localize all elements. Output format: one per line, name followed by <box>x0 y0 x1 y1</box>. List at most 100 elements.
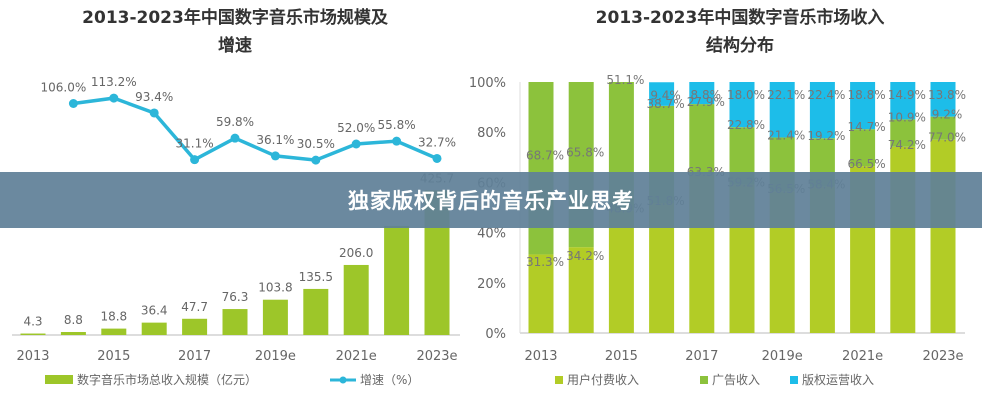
legend-swatch-revenue <box>45 375 73 384</box>
stacked-value-label: 22.8% <box>727 118 765 132</box>
growth-label: 106.0% <box>41 81 87 95</box>
growth-point <box>351 139 361 149</box>
stacked-bar-segment <box>930 82 956 117</box>
legend-label: 版权运营收入 <box>802 373 874 387</box>
left-x-tick: 2015 <box>97 349 130 364</box>
stacked-bar-segment <box>809 82 835 139</box>
left-bar <box>141 322 167 335</box>
left-x-tick: 2019e <box>255 349 296 364</box>
left-title-line2: 增速 <box>218 36 252 56</box>
right-title-line2: 结构分布 <box>706 36 774 56</box>
stacked-bar-segment <box>689 104 715 175</box>
growth-label: 36.1% <box>256 133 294 147</box>
legend-swatch <box>555 376 563 384</box>
banner-text: 独家版权背后的音乐产业思考 <box>348 189 634 213</box>
left-title-line1: 2013-2023年中国数字音乐市场规模及 <box>82 8 388 28</box>
stacked-bar-segment <box>850 82 876 130</box>
stacked-value-label: 19.2% <box>807 129 845 143</box>
left-bar <box>343 264 369 335</box>
right-x-tick: 2013 <box>524 349 557 364</box>
stacked-value-label: 8.8% <box>691 88 722 102</box>
stacked-value-label: 27.9% <box>687 95 725 109</box>
stacked-bar-segment <box>850 129 876 167</box>
growth-label: 93.4% <box>135 90 173 104</box>
stacked-value-label: 34.2% <box>566 249 604 263</box>
stacked-bar-segment <box>930 139 956 333</box>
stacked-value-label: 68.7% <box>526 149 564 163</box>
legend-swatch <box>790 376 798 384</box>
right-y-tick: 40% <box>477 227 506 242</box>
growth-point <box>149 108 159 118</box>
legend-label: 用户付费收入 <box>567 372 639 387</box>
legend-label: 广告收入 <box>712 373 760 387</box>
growth-point <box>392 136 402 146</box>
left-bar-label: 103.8 <box>258 281 292 295</box>
left-bar-label: 8.8 <box>64 313 83 327</box>
right-x-tick: 2023e <box>922 349 963 364</box>
growth-point <box>311 155 321 165</box>
stacked-bar-segment <box>649 82 675 106</box>
stacked-bar-segment <box>930 116 956 140</box>
stacked-bar-segment <box>890 119 916 147</box>
stacked-value-label: 18.8% <box>848 88 886 102</box>
left-bar-label: 76.3 <box>222 290 249 304</box>
left-x-tick: 2013 <box>16 349 49 364</box>
legend-revenue: 数字音乐市场总收入规模（亿元） <box>77 372 257 387</box>
stacked-value-label: 74.2% <box>888 138 926 152</box>
right-y-tick: 0% <box>485 327 506 342</box>
legend-swatch <box>700 376 708 384</box>
left-x-tick: 2017 <box>178 349 211 364</box>
stacked-bar-segment <box>528 254 554 333</box>
left-bar-label: 18.8 <box>100 310 127 324</box>
left-bar-label: 4.3 <box>23 315 42 329</box>
stacked-value-label: 38.7% <box>647 97 685 111</box>
left-bar <box>60 332 86 335</box>
right-y-tick: 80% <box>477 126 506 141</box>
growth-label: 52.0% <box>337 121 375 135</box>
right-title-line1: 2013-2023年中国数字音乐市场收入 <box>595 8 885 28</box>
left-bar <box>182 318 208 335</box>
growth-line <box>73 96 438 162</box>
growth-label: 59.8% <box>216 115 254 129</box>
right-x-tick: 2015 <box>605 349 638 364</box>
left-x-tick: 2021e <box>336 349 377 364</box>
right-x-tick: 2019e <box>762 349 803 364</box>
stacked-value-label: 14.7% <box>848 120 886 134</box>
right-x-tick: 2017 <box>685 349 718 364</box>
stacked-value-label: 66.5% <box>848 157 886 171</box>
stacked-bar-segment <box>689 82 715 105</box>
left-bar <box>20 333 46 335</box>
stacked-value-label: 21.4% <box>767 128 805 142</box>
left-bar-label: 36.4 <box>141 304 168 318</box>
stacked-bar-segment <box>729 82 755 128</box>
left-bar-label: 47.7 <box>181 300 208 314</box>
growth-label: 113.2% <box>91 75 137 89</box>
stacked-bar-segment <box>528 82 554 255</box>
right-y-tick: 20% <box>477 277 506 292</box>
stacked-value-label: 9.2% <box>932 108 963 122</box>
growth-point <box>68 99 78 108</box>
stacked-value-label: 77.0% <box>928 131 966 145</box>
stacked-value-label: 65.8% <box>566 145 604 159</box>
growth-point <box>270 151 280 161</box>
growth-label: 31.1% <box>176 137 214 151</box>
stacked-value-label: 10.9% <box>888 110 926 124</box>
right-chart-title: 2013-2023年中国数字音乐市场收入 结构分布 <box>510 4 970 60</box>
stacked-value-label: 51.1% <box>606 73 644 87</box>
growth-label: 32.7% <box>418 135 456 149</box>
stacked-value-label: 9.4% <box>650 88 681 102</box>
growth-point <box>230 133 240 143</box>
left-bar <box>303 288 329 335</box>
stacked-value-label: 18.0% <box>727 88 765 102</box>
left-bar <box>101 328 127 335</box>
stacked-bar-segment <box>890 82 916 120</box>
stacked-bar-segment <box>568 247 594 333</box>
left-bar <box>262 299 288 335</box>
right-y-tick: 100% <box>469 76 506 91</box>
stacked-value-label: 22.1% <box>767 88 805 102</box>
left-chart-title: 2013-2023年中国数字音乐市场规模及 增速 <box>20 4 450 60</box>
left-bar-label: 206.0 <box>339 246 373 260</box>
growth-point <box>190 155 200 165</box>
title-banner: 独家版权背后的音乐产业思考 <box>0 172 982 228</box>
growth-point <box>109 93 119 103</box>
